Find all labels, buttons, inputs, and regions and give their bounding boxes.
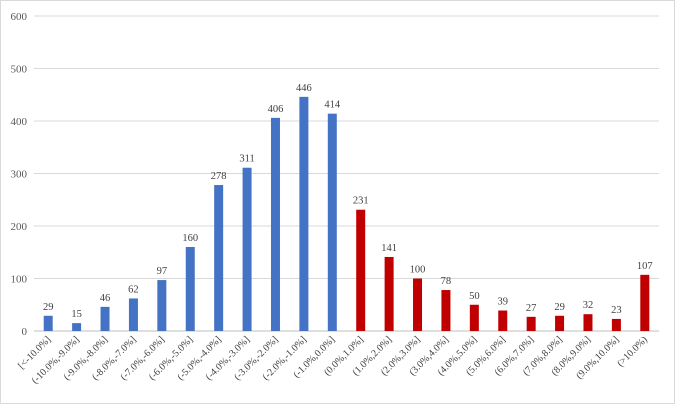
bar <box>498 310 508 331</box>
bar-value-label: 231 <box>353 196 369 207</box>
bar-value-label: 414 <box>324 100 341 111</box>
bar-value-label: 406 <box>268 104 284 115</box>
bar-value-label: 32 <box>583 300 594 311</box>
bar-value-label: 23 <box>611 305 622 316</box>
x-axis-ticks: [<-10.0%](-10.0%,-9.0%](-9.0%,-8.0%](-8.… <box>16 334 650 386</box>
bar-value-label: 97 <box>157 266 168 277</box>
bar-value-label: 46 <box>100 293 111 304</box>
bar-value-label: 107 <box>637 261 653 272</box>
y-tick-label: 100 <box>11 274 28 286</box>
bar <box>43 315 53 331</box>
bar-value-label: 278 <box>211 171 227 182</box>
bar <box>526 316 536 331</box>
bar-value-label: 29 <box>554 302 565 313</box>
bar <box>384 256 394 331</box>
bar <box>214 185 224 331</box>
bar <box>555 315 565 331</box>
bar-value-label: 39 <box>498 297 509 308</box>
bar-value-label: 29 <box>43 302 54 313</box>
bar <box>299 96 309 331</box>
bar <box>185 247 195 331</box>
bar-value-label: 50 <box>469 291 480 302</box>
bar <box>128 298 138 331</box>
y-tick-label: 300 <box>11 169 28 181</box>
y-axis-ticks: 0 100 200 300 400 500 600 <box>11 11 28 338</box>
bar <box>157 280 167 331</box>
bar <box>356 209 366 331</box>
bar <box>413 278 423 331</box>
bar-value-label: 62 <box>128 284 139 295</box>
bars <box>43 96 650 332</box>
bar <box>100 306 110 331</box>
bar-value-label: 15 <box>71 309 82 320</box>
bar <box>441 290 451 331</box>
bar <box>270 117 280 331</box>
bar-value-label: 160 <box>182 233 198 244</box>
bar-value-label: 78 <box>441 276 452 287</box>
bar-value-label: 27 <box>526 303 537 314</box>
x-tick-label: (>10.0%) <box>615 334 650 369</box>
bar <box>242 167 252 331</box>
y-tick-label: 0 <box>22 326 28 338</box>
bar-value-label: 311 <box>239 154 254 165</box>
data-labels: 29 15 46 62 97 160 278 311 406 446 414 231 141 100 78 5… <box>43 83 653 320</box>
y-tick-label: 200 <box>11 221 28 233</box>
bar <box>327 113 337 332</box>
bar <box>640 274 650 331</box>
y-tick-label: 400 <box>11 116 28 128</box>
bar <box>469 304 479 331</box>
bar-value-label: 446 <box>296 83 312 94</box>
bar-value-label: 141 <box>381 243 397 254</box>
y-tick-label: 600 <box>11 11 28 23</box>
bar <box>583 314 593 331</box>
bar <box>72 323 82 331</box>
y-tick-label: 500 <box>11 64 28 76</box>
bar-value-label: 100 <box>410 265 426 276</box>
gridlines <box>34 15 659 332</box>
bar <box>611 318 621 331</box>
